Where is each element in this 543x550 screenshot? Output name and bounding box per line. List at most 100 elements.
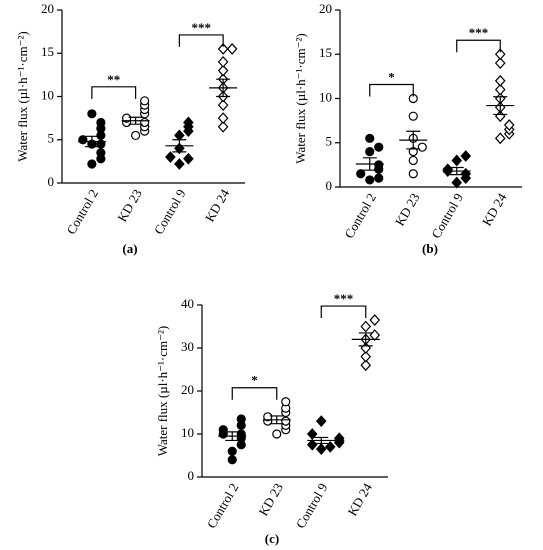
data-point [494,132,506,145]
significance-label: *** [334,291,354,306]
y-tick-label: 0 [188,468,195,483]
data-point [315,443,327,455]
error-bar [269,415,284,425]
x-tick-label: Control 2 [204,480,242,530]
y-tick-label: 0 [48,174,55,189]
y-axis-label: Water flux (µl·h⁻¹·cm⁻²) [293,33,308,163]
y-tick-label: 20 [41,1,54,16]
data-point [96,148,106,158]
data-point [365,133,375,143]
data-point [494,57,506,69]
significance-bracket [178,34,224,47]
significance-bracket [456,39,501,53]
y-tick-label: 20 [319,1,332,16]
data-point [183,116,194,129]
x-tick-label: KD 24 [479,190,510,228]
data-point [356,169,366,179]
error-bar [128,116,143,125]
error-bar [449,166,464,176]
data-point [226,43,238,55]
significance-label: * [251,373,258,388]
data-point [360,320,372,333]
panel-label: (b) [422,241,438,256]
data-point [503,119,515,131]
panel-label: (a) [122,241,137,256]
data-point [131,130,141,141]
data-point [78,135,88,145]
data-point [306,438,318,451]
data-point [174,129,185,142]
y-tick-label: 30 [181,339,194,354]
x-tick-label: Control 9 [293,480,331,530]
x-tick-label: Control 2 [341,190,379,240]
data-point [369,329,381,341]
data-point [494,83,506,96]
data-point [408,169,418,179]
significance-bracket [320,305,367,319]
data-point [408,111,418,121]
data-point [140,96,150,106]
data-point [333,432,345,445]
y-tick-label: 10 [41,87,54,102]
y-tick-label: 15 [41,44,54,59]
significance-label: * [388,69,395,84]
data-point [365,175,375,185]
y-tick-label: 5 [326,134,333,149]
y-tick-label: 15 [319,45,332,60]
data-point [272,429,282,439]
data-point [227,446,237,456]
data-point [460,150,472,162]
data-point [183,152,194,165]
error-bar [314,436,329,445]
x-tick-label: Control 9 [151,186,189,236]
error-bar [406,130,421,150]
error-bar [358,332,373,347]
y-tick-label: 40 [181,296,194,311]
data-point [217,112,229,125]
data-point [165,151,176,163]
panel-label: (c) [265,531,279,546]
data-point [451,154,463,167]
data-point [217,99,229,112]
x-tick-label: KD 23 [255,480,286,518]
y-tick-label: 10 [319,89,332,104]
data-point [217,43,229,55]
data-point [217,64,229,77]
x-tick-label: Control 9 [428,190,466,240]
significance-label: *** [192,20,212,35]
error-bar [493,96,508,116]
data-point [174,158,185,170]
data-point [374,173,384,183]
data-point [140,117,150,128]
y-axis-label: Water flux (µl·h⁻¹·cm⁻²) [155,326,170,456]
y-tick-label: 0 [326,178,333,193]
data-point [374,160,384,170]
data-point [236,429,246,439]
data-point [365,147,375,157]
data-point [96,117,106,128]
data-point [417,142,427,152]
data-point [263,412,273,422]
y-tick-label: 20 [181,382,194,397]
y-tick-label: 10 [181,425,194,440]
data-point [218,425,228,435]
data-point [374,142,384,152]
significance-bracket [369,83,414,97]
significance-label: ** [107,72,120,87]
data-point [408,155,418,166]
data-point [217,56,229,68]
x-tick-label: KD 24 [202,186,233,224]
x-tick-label: KD 24 [344,480,375,518]
error-bar [172,139,187,153]
data-point [451,176,463,189]
error-bar [362,157,377,171]
data-point [360,350,372,363]
x-tick-label: KD 23 [114,186,145,224]
data-point [236,414,246,424]
x-tick-label: KD 23 [392,190,423,228]
data-point [494,74,506,87]
data-point [494,48,506,61]
data-point [360,359,372,372]
y-tick-label: 5 [48,131,55,146]
error-bar [216,78,231,98]
